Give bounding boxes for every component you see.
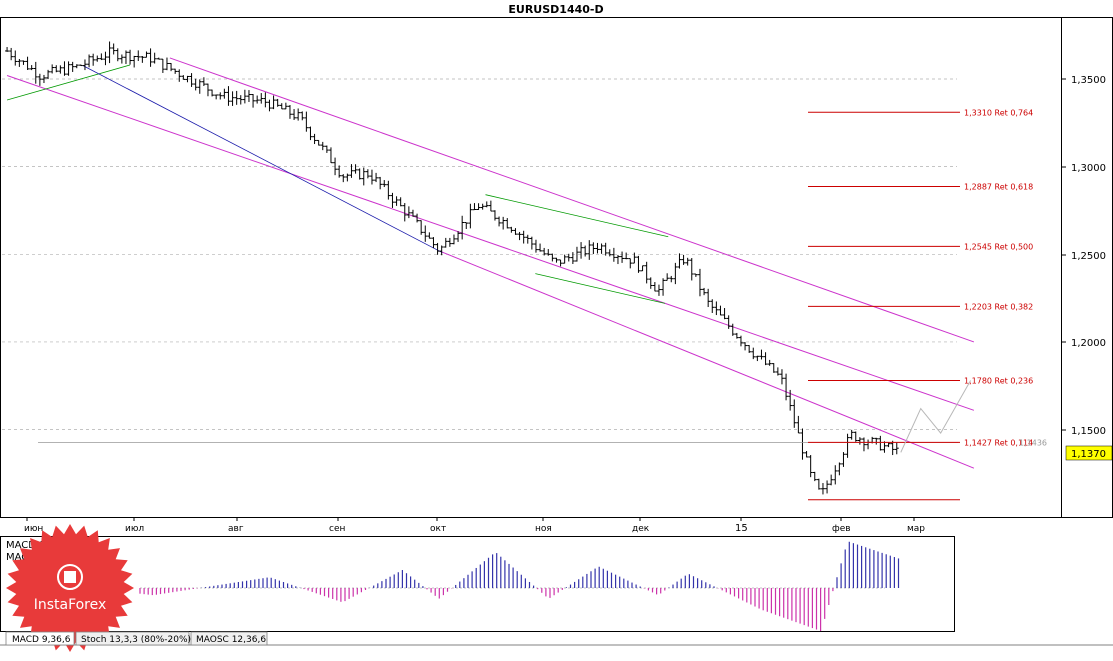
price-tick-label: 1,2000 <box>1071 338 1106 349</box>
blue-trend-line <box>83 65 443 253</box>
retracement-label: 1,1427 Ret 0,114 <box>964 438 1033 447</box>
retracement-overlap-label: 1,1436 <box>1019 438 1047 447</box>
logo-text: InstaForex <box>34 597 107 613</box>
time-tick-label: фев <box>832 524 851 534</box>
price-plot-area[interactable] <box>0 17 1062 518</box>
channel-line <box>438 250 975 469</box>
retracement-label: 1,2887 Ret 0,618 <box>964 182 1033 191</box>
instaforex-logo: InstaForex <box>6 524 134 652</box>
tab-macd[interactable]: MACD 9,36,6 <box>5 631 75 646</box>
retracement-label: 1,3310 Ret 0,764 <box>964 108 1033 117</box>
trend-channel-lines <box>6 57 975 469</box>
time-tick-label: дек <box>632 524 650 534</box>
price-axis[interactable]: 1,3500 1,3000 1,2500 1,2000 1,1500 <box>1062 75 1106 437</box>
chart-title: EURUSD1440-D <box>508 3 603 16</box>
current-price-tag: 1,1370 <box>1065 445 1113 461</box>
tab-label: MAOSC 12,36,6 <box>196 635 266 645</box>
channel-line <box>169 57 975 343</box>
price-tick-label: 1,3000 <box>1071 163 1106 174</box>
green-trend-line <box>6 64 131 101</box>
tab-stoch[interactable]: Stoch 13,3,3 (80%-20%) <box>75 631 191 646</box>
tab-label: MACD 9,36,6 <box>12 635 71 645</box>
time-tick-label: июн <box>24 524 43 534</box>
green-trend-line <box>535 273 665 304</box>
time-tick-label: авг <box>228 524 244 534</box>
projection-line <box>900 380 972 453</box>
time-tick-label: 15 <box>735 523 748 534</box>
time-tick-label: июл <box>125 524 144 534</box>
time-axis[interactable]: июн июл авг сен окт ноя дек 15 фев мар <box>24 517 925 534</box>
retracement-label: 1,1780 Ret 0,236 <box>964 377 1033 386</box>
channel-line <box>6 75 975 411</box>
time-tick-label: окт <box>430 524 446 534</box>
tab-maosc[interactable]: MAOSC 12,36,6 <box>190 631 268 646</box>
time-tick-label: ноя <box>535 524 552 534</box>
price-tick-label: 1,3500 <box>1071 75 1106 86</box>
retracement-label: 1,2203 Ret 0,382 <box>964 302 1033 311</box>
green-trend-line <box>485 194 669 238</box>
retracement-label: 1,2545 Ret 0,500 <box>964 242 1033 251</box>
tab-label: Stoch 13,3,3 (80%-20%) <box>81 635 191 645</box>
retracement-levels[interactable]: 1,3310 Ret 0,764 1,2887 Ret 0,618 1,2545 R… <box>38 108 1047 501</box>
indicator-plot-area[interactable] <box>0 536 955 632</box>
current-price-label: 1,1370 <box>1071 449 1106 460</box>
indicator-tab-bar: MACD 9,36,6 Stoch 13,3,3 (80%-20%) MAOSC… <box>0 631 1113 646</box>
price-tick-label: 1,1500 <box>1071 426 1106 437</box>
price-tick-label: 1,2500 <box>1071 251 1106 262</box>
time-tick-label: мар <box>907 524 925 534</box>
time-tick-label: сен <box>329 524 345 534</box>
price-bars <box>5 41 899 495</box>
projection-path <box>900 380 972 453</box>
macd-histogram <box>139 541 900 632</box>
